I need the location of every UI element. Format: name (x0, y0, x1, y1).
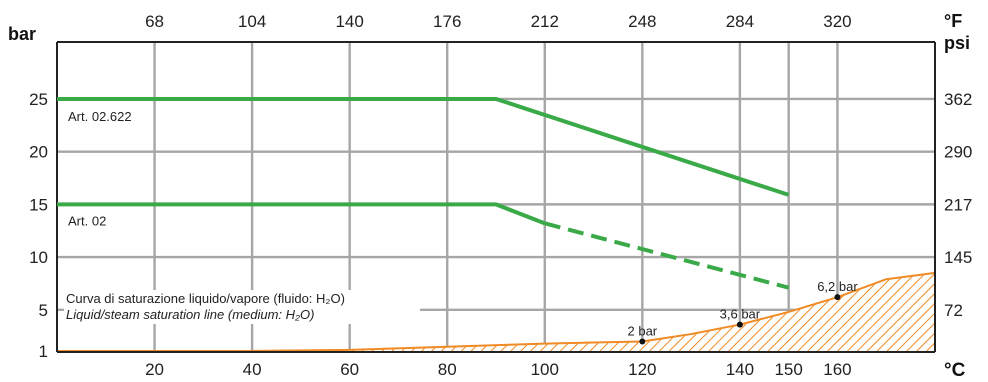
saturation-point-label: 6,2 bar (817, 279, 858, 294)
y-tick-label-left: 15 (29, 195, 48, 214)
series-label: Art. 02 (68, 213, 106, 228)
y-tick-label-right: 290 (944, 143, 972, 162)
x-tick-label: 140 (726, 360, 754, 377)
x-tick-label: 150 (774, 360, 802, 377)
x-tick-label-top: 320 (823, 12, 851, 31)
x-tick-label: 60 (340, 360, 359, 377)
saturation-point-label: 3,6 bar (720, 307, 761, 322)
series-label: Art. 02.622 (68, 109, 132, 124)
x-tick-label: 80 (438, 360, 457, 377)
x-tick-label: 160 (823, 360, 851, 377)
saturation-point (834, 294, 841, 301)
x-tick-label: 20 (145, 360, 164, 377)
x-tick-label-top: 176 (433, 12, 461, 31)
y-tick-label-left: 1 (39, 342, 48, 361)
y-tick-label-left: 5 (39, 301, 48, 320)
x-tick-label: 100 (531, 360, 559, 377)
x-tick-label-top: 212 (531, 12, 559, 31)
saturation-area (57, 272, 935, 352)
saturation-point (736, 321, 743, 328)
y-tick-label-left: 25 (29, 90, 48, 109)
series-line (57, 96, 790, 197)
y-tick-label-right: 72 (944, 301, 963, 320)
x-tick-label-top: 140 (335, 12, 363, 31)
x-tick-label-top: 104 (238, 12, 266, 31)
series-line-dashed (544, 221, 790, 290)
x-tick-label-top: 248 (628, 12, 656, 31)
saturation-point-label: 2 bar (628, 323, 658, 338)
series-line (57, 202, 546, 226)
y-tick-label-left: 20 (29, 143, 48, 162)
x-unit-top: °F (944, 11, 962, 31)
x-tick-label: 120 (628, 360, 656, 377)
x-tick-label-top: 68 (145, 12, 164, 31)
saturation-annotation-en: Liquid/steam saturation line (medium: H₂… (66, 307, 314, 322)
y-tick-label-right: 145 (944, 248, 972, 267)
y-tick-label-left: 10 (29, 248, 48, 267)
saturation-annotation-it: Curva di saturazione liquido/vapore (flu… (66, 291, 345, 306)
y-tick-label-right: 362 (944, 90, 972, 109)
y-unit-left: bar (8, 24, 36, 44)
x-unit-bottom: °C (944, 360, 966, 377)
saturation-line (57, 271, 936, 352)
y-unit-right: psi (944, 33, 970, 53)
annotation-background (64, 290, 420, 324)
x-tick-label: 40 (243, 360, 262, 377)
y-tick-label-right: 217 (944, 195, 972, 214)
saturation-point (639, 338, 646, 345)
x-tick-label-top: 284 (726, 12, 754, 31)
